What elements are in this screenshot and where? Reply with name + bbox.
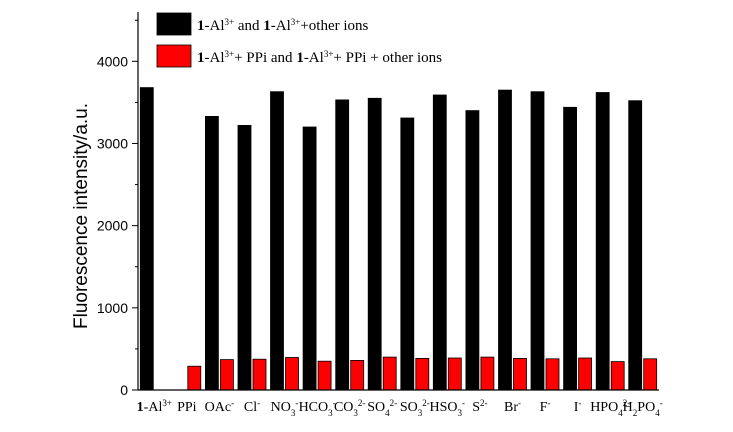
x-tick-label-13: I- (574, 398, 582, 415)
bar-red-4 (285, 357, 299, 391)
bar-red-10 (480, 356, 495, 391)
bar-red-7 (382, 356, 397, 391)
bar-red-3 (252, 358, 267, 391)
bar-black-2 (204, 116, 219, 391)
bar-black-13 (563, 106, 577, 391)
legend-label-0: 1-Al3+ and 1-Al3++other ions (197, 17, 369, 34)
x-tick-label-10: S2- (472, 398, 487, 415)
bar-black-8 (400, 117, 415, 391)
x-tick-label-1: PPi (177, 400, 197, 415)
bar-red-1 (187, 365, 202, 391)
x-tick-label-15: H2PO4- (623, 398, 663, 418)
x-tick-label-8: SO32- (400, 398, 430, 418)
bar-red-12 (545, 358, 560, 391)
legend: 1-Al3+ and 1-Al3++other ions 1-Al3++ PPi … (156, 12, 442, 68)
axes-layer: 0 1000 2000 3000 4000 (97, 12, 659, 398)
bar-red-6 (350, 359, 365, 391)
x-tick-label-11: Br- (504, 398, 521, 415)
y-tick-label-0: 0 (120, 382, 128, 398)
bar-black-15 (628, 100, 643, 391)
bar-black-9 (432, 94, 447, 391)
legend-label-1: 1-Al3++ PPi and 1-Al3++ PPi + other ions (197, 49, 442, 66)
x-tick-label-5: HCO3- (299, 398, 336, 418)
x-tick-label-6: CO32- (334, 398, 365, 418)
x-tick-label-0: 1-Al3+ (137, 398, 172, 415)
legend-swatch-1 (156, 44, 192, 68)
bar-black-3 (237, 125, 252, 391)
x-tick-label-2: OAc- (205, 398, 234, 415)
x-tick-label-14: HPO42- (590, 398, 630, 418)
x-tick-label-7: SO42- (367, 398, 397, 418)
x-tick-label-12: F- (540, 398, 551, 415)
bar-red-14 (610, 361, 625, 391)
bars-layer (139, 87, 658, 391)
bar-black-6 (335, 99, 350, 391)
bar-red-13 (578, 357, 592, 391)
y-axis-label: Fluorescence intensity/a.u. (71, 103, 92, 329)
bar-red-9 (447, 357, 462, 391)
x-tick-label-9: HSO3- (430, 398, 466, 418)
bar-red-11 (513, 357, 527, 391)
bar-black-5 (302, 126, 317, 391)
bar-black-11 (498, 89, 512, 391)
y-tick-label-2000: 2000 (97, 218, 128, 234)
bar-black-0 (139, 87, 154, 391)
bar-black-7 (367, 97, 382, 391)
bar-black-14 (595, 92, 610, 391)
y-tick-label-1000: 1000 (97, 300, 128, 316)
bar-red-5 (317, 360, 332, 391)
category-labels: 1-Al3+ PPi OAc- Cl- NO3- HCO3-CO32- SO42- SO32-… (137, 398, 663, 418)
bar-black-4 (270, 91, 284, 391)
bar-red-15 (643, 358, 658, 391)
y-tick-label-4000: 4000 (97, 53, 128, 69)
bar-red-2 (219, 359, 234, 391)
x-tick-label-4: NO3- (271, 398, 299, 418)
x-tick-label-3: Cl- (244, 398, 260, 415)
bar-black-10 (465, 110, 480, 391)
bar-red-8 (415, 357, 430, 391)
y-tick-label-3000: 3000 (97, 135, 128, 151)
legend-swatch-0 (156, 12, 192, 36)
bar-black-12 (530, 91, 545, 391)
